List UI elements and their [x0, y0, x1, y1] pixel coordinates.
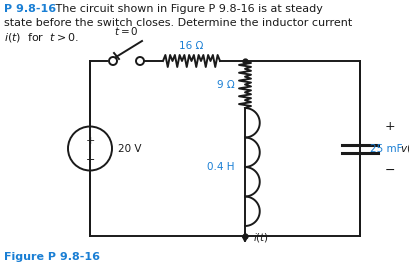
- Text: +: +: [384, 120, 394, 133]
- Text: $i(t)$: $i(t)$: [252, 232, 268, 245]
- Text: Figure P 9.8-16: Figure P 9.8-16: [4, 252, 100, 262]
- Text: 20 V: 20 V: [118, 144, 141, 153]
- Text: state before the switch closes. Determine the inductor current: state before the switch closes. Determin…: [4, 18, 351, 28]
- Text: P 9.8-16: P 9.8-16: [4, 4, 56, 14]
- Text: 25 mF: 25 mF: [369, 144, 402, 153]
- Text: The circuit shown in Figure P 9.8-16 is at steady: The circuit shown in Figure P 9.8-16 is …: [52, 4, 322, 14]
- Text: $t = 0$: $t = 0$: [114, 25, 139, 37]
- Text: $i(t)$  for  $t > 0$.: $i(t)$ for $t > 0$.: [4, 31, 79, 44]
- Text: $-$: $-$: [85, 153, 95, 163]
- Text: −: −: [384, 164, 394, 177]
- Text: +: +: [85, 136, 94, 145]
- Text: $v(t)$: $v(t)$: [399, 142, 409, 155]
- Text: 0.4 H: 0.4 H: [207, 162, 234, 172]
- Text: 9 Ω: 9 Ω: [217, 79, 234, 89]
- Text: 16 Ω: 16 Ω: [179, 41, 203, 51]
